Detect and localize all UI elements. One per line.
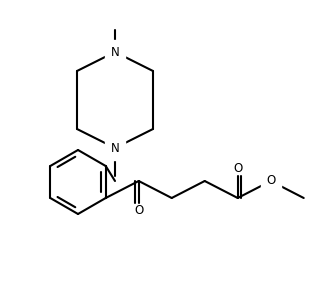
Text: O: O [134,204,143,218]
Text: O: O [233,161,242,175]
Text: O: O [266,175,275,187]
Text: N: N [111,46,119,58]
Text: N: N [111,142,119,154]
